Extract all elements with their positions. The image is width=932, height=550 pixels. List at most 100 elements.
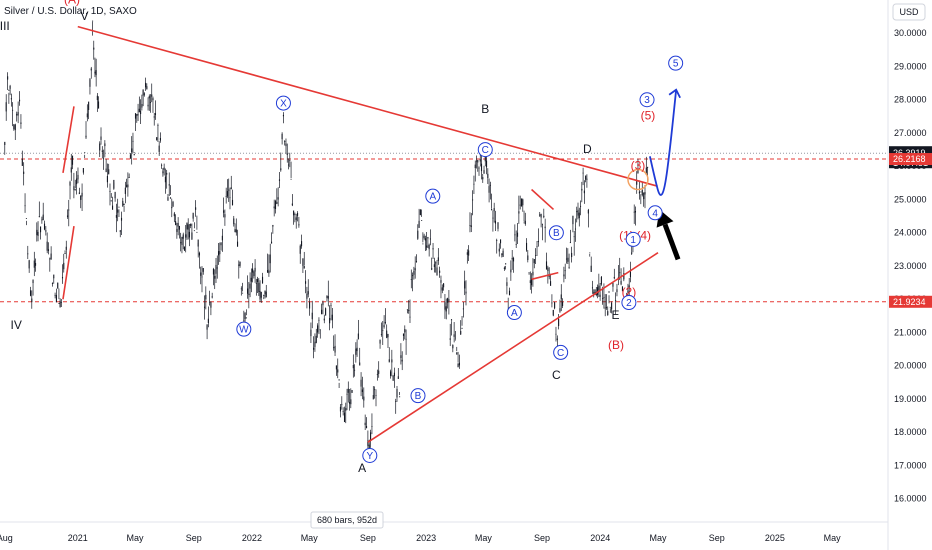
price-candle-body bbox=[285, 143, 287, 147]
time-axis[interactable]: Aug 2021 May Sep 2022 May Sep 2023 May Sep 2024 May… bbox=[0, 533, 841, 543]
price-candle-body bbox=[593, 292, 595, 294]
price-candle-body bbox=[351, 390, 353, 393]
price-candle-body bbox=[597, 287, 599, 295]
wave-label-circle bbox=[236, 321, 252, 337]
price-candle-body bbox=[563, 274, 565, 277]
price-candle-body bbox=[339, 406, 342, 412]
price-candle-body bbox=[219, 251, 221, 255]
price-candle-body bbox=[605, 307, 608, 309]
price-candle-body bbox=[419, 209, 421, 215]
price-candle-body bbox=[145, 82, 147, 88]
price-candle-body bbox=[579, 205, 582, 207]
price-candle-body bbox=[4, 141, 6, 145]
trendline bbox=[531, 188, 555, 211]
price-candle-body bbox=[286, 153, 288, 156]
price-candle-body bbox=[452, 344, 454, 349]
price-candle-body bbox=[65, 246, 67, 250]
price-candle-body bbox=[594, 289, 596, 295]
price-candle-body bbox=[350, 399, 352, 405]
price-candle-body bbox=[259, 290, 261, 300]
price-candle-body bbox=[162, 171, 164, 174]
price-candle-body bbox=[140, 110, 142, 115]
price-candle-body bbox=[134, 113, 137, 119]
price-candle-body bbox=[157, 125, 159, 126]
price-candle-body bbox=[494, 220, 497, 224]
price-candle-body bbox=[470, 225, 472, 227]
price-candle-body bbox=[384, 322, 386, 323]
wave-label: IV bbox=[11, 318, 22, 332]
price-candle-body bbox=[302, 258, 304, 266]
price-candle-body bbox=[34, 262, 37, 266]
price-candle-body bbox=[372, 395, 374, 400]
price-candle-body bbox=[169, 197, 172, 199]
price-candle-body bbox=[508, 290, 511, 296]
price-candle-body bbox=[210, 301, 212, 308]
price-candle-body bbox=[541, 223, 544, 225]
price-candle-body bbox=[545, 261, 548, 270]
price-candle-body bbox=[298, 224, 300, 226]
price-badge bbox=[889, 295, 932, 308]
price-candle-body bbox=[192, 212, 194, 219]
price-candle-body bbox=[177, 222, 179, 227]
price-candle-body bbox=[338, 379, 340, 381]
price-candle-body bbox=[239, 261, 241, 266]
price-candle-body bbox=[153, 116, 155, 118]
price-candle-body bbox=[141, 104, 143, 108]
currency-button-frame[interactable] bbox=[892, 3, 926, 21]
bars-info-text: 680 bars, 952d bbox=[317, 515, 377, 525]
price-candle-body bbox=[327, 296, 329, 299]
price-candle-body bbox=[317, 325, 319, 333]
price-candle-body bbox=[24, 205, 26, 207]
price-candle-body bbox=[611, 302, 613, 310]
price-candle-body bbox=[582, 172, 584, 174]
price-candle-body bbox=[525, 242, 528, 251]
price-candle-body bbox=[156, 137, 158, 141]
price-candle-body bbox=[60, 302, 62, 303]
price-candle-body bbox=[565, 258, 568, 260]
price-candle-body bbox=[572, 215, 574, 225]
y-tick-label: 25.0000 bbox=[894, 194, 927, 204]
price-candle-body bbox=[151, 94, 153, 97]
wave-label-circle bbox=[425, 188, 441, 204]
price-candle-body bbox=[25, 218, 27, 219]
price-candle-body bbox=[524, 220, 526, 225]
price-candle-body bbox=[423, 235, 425, 238]
price-candle-body bbox=[359, 362, 361, 366]
price-candle-body bbox=[453, 334, 455, 337]
price-candle-body bbox=[556, 338, 558, 340]
y-tick-label: 21.0000 bbox=[894, 327, 927, 337]
price-candle-body bbox=[38, 216, 40, 218]
wave-label-blue: A bbox=[511, 308, 518, 319]
price-candle-body bbox=[182, 234, 184, 239]
price-candle-body bbox=[247, 288, 249, 294]
price-candle-body bbox=[263, 294, 265, 297]
trendline bbox=[62, 225, 75, 300]
price-candle-body bbox=[441, 287, 443, 291]
price-candle-body bbox=[620, 280, 622, 285]
price-candle-body bbox=[460, 331, 462, 335]
price-candle-body bbox=[401, 359, 403, 362]
price-candle-body bbox=[523, 222, 525, 224]
currency-button-label[interactable]: USD bbox=[899, 7, 919, 17]
wave-label-blue: 5 bbox=[673, 59, 679, 70]
price-candle-body bbox=[104, 143, 106, 147]
price-candle-body bbox=[346, 393, 348, 395]
price-candle-body bbox=[439, 270, 441, 273]
price-candle-body bbox=[212, 268, 215, 275]
price-candle-body bbox=[413, 271, 415, 275]
y-tick-label: 27.0000 bbox=[894, 128, 927, 138]
price-candle-body bbox=[429, 238, 431, 240]
price-candle-body bbox=[228, 189, 230, 191]
y-tick-label: 23.0000 bbox=[894, 261, 927, 271]
price-candle-body bbox=[186, 222, 188, 230]
price-candle-body bbox=[393, 372, 395, 377]
price-candle-body bbox=[161, 164, 163, 166]
price-candle-body bbox=[103, 158, 105, 160]
price-candle-body bbox=[267, 269, 269, 273]
price-candle-body bbox=[126, 184, 128, 188]
currency-button[interactable]: USD bbox=[892, 3, 926, 21]
price-axis[interactable]: 16.0000 17.0000 18.0000 19.0000 20.0000 21.00… bbox=[889, 28, 932, 504]
price-candle-body bbox=[485, 160, 488, 168]
price-candle-body bbox=[202, 268, 204, 272]
